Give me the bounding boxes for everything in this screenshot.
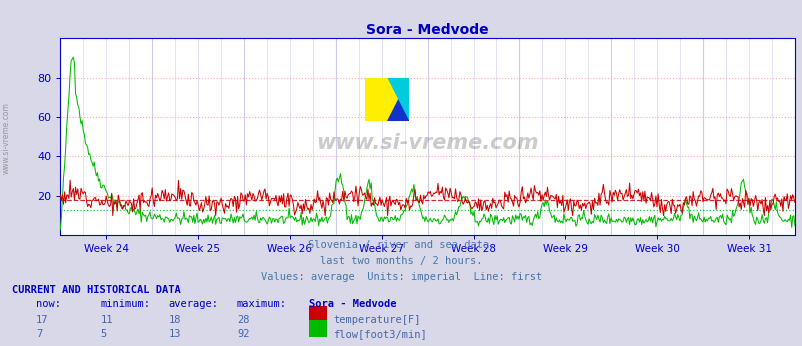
- Text: 5: 5: [100, 329, 107, 339]
- Text: temperature[F]: temperature[F]: [333, 315, 420, 325]
- Text: 7: 7: [36, 329, 43, 339]
- Text: last two months / 2 hours.: last two months / 2 hours.: [320, 256, 482, 266]
- Text: now:: now:: [36, 299, 61, 309]
- Polygon shape: [387, 78, 409, 121]
- Text: www.si-vreme.com: www.si-vreme.com: [2, 102, 11, 174]
- Text: 92: 92: [237, 329, 249, 339]
- Text: Sora - Medvode: Sora - Medvode: [309, 299, 396, 309]
- Polygon shape: [387, 78, 409, 121]
- Text: 28: 28: [237, 315, 249, 325]
- Text: CURRENT AND HISTORICAL DATA: CURRENT AND HISTORICAL DATA: [12, 285, 180, 295]
- Text: average:: average:: [168, 299, 218, 309]
- Text: 17: 17: [36, 315, 49, 325]
- Text: 11: 11: [100, 315, 113, 325]
- Text: 18: 18: [168, 315, 181, 325]
- Text: maximum:: maximum:: [237, 299, 286, 309]
- Text: minimum:: minimum:: [100, 299, 150, 309]
- Title: Sora - Medvode: Sora - Medvode: [366, 23, 488, 37]
- Text: www.si-vreme.com: www.si-vreme.com: [316, 133, 538, 153]
- Text: 13: 13: [168, 329, 181, 339]
- Text: flow[foot3/min]: flow[foot3/min]: [333, 329, 427, 339]
- Text: Slovenia / river and sea data.: Slovenia / river and sea data.: [307, 240, 495, 251]
- Text: Values: average  Units: imperial  Line: first: Values: average Units: imperial Line: fi…: [261, 272, 541, 282]
